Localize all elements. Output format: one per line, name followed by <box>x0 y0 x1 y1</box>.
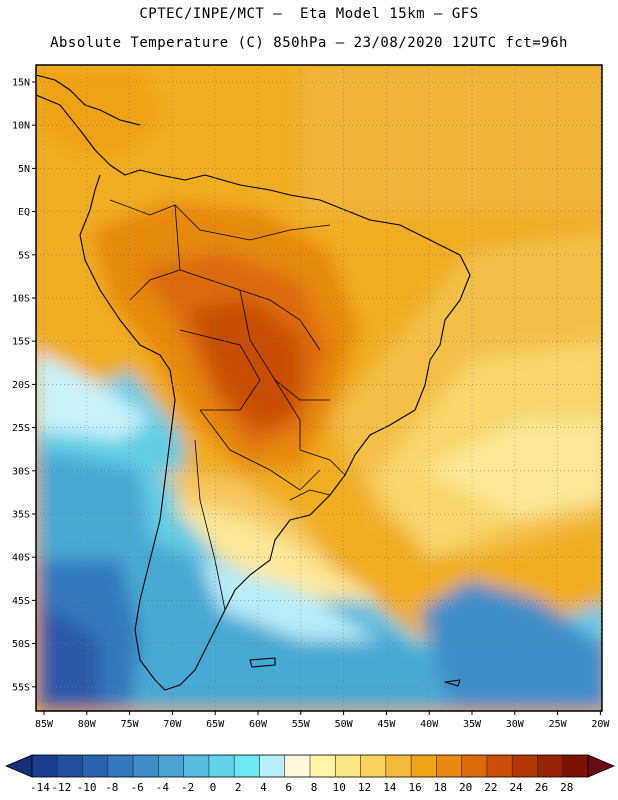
colorbar-swatch <box>208 755 235 777</box>
colorbar-label: 20 <box>459 781 472 794</box>
colorbar-swatch <box>486 755 513 777</box>
colorbar-label: 6 <box>285 781 292 794</box>
latitude-label: 40S <box>12 553 30 564</box>
colorbar: -14 -12 -10 -8 -6 -4 -2 0 2 4 6 8 10 12 14 16 18 20 22 24 26… <box>4 754 616 794</box>
longitude-label: 45W <box>377 719 396 730</box>
colorbar-label: 12 <box>358 781 371 794</box>
latitude-label: 5S <box>18 250 30 261</box>
colorbar-label: 24 <box>510 781 524 794</box>
latitude-label: 20S <box>12 380 30 391</box>
colorbar-low-arrow <box>4 754 33 778</box>
colorbar-label: 0 <box>210 781 217 794</box>
colorbar-label: 22 <box>484 781 497 794</box>
colorbar-label: -8 <box>105 781 118 794</box>
colorbar-swatch <box>335 755 361 777</box>
colorbar-swatch <box>411 755 437 777</box>
longitude-label: 55W <box>292 719 311 730</box>
colorbar-label: 14 <box>383 781 397 794</box>
colorbar-label: -12 <box>51 781 71 794</box>
longitude-label: 60W <box>249 719 268 730</box>
colorbar-label: 28 <box>560 781 573 794</box>
latitude-label: 30S <box>12 466 30 477</box>
colorbar-swatch <box>436 755 463 777</box>
colorbar-swatch <box>360 755 387 777</box>
colorbar-label: 16 <box>408 781 421 794</box>
country-borders <box>109 199 346 611</box>
latitude-label: 15N <box>12 78 30 89</box>
colorbar-label: -14 <box>30 781 50 794</box>
colorbar-swatch <box>310 755 336 777</box>
colorbar-swatch <box>512 755 538 777</box>
longitude-labels: 85W 80W 75W 70W 65W 60W 55W 50W 45W 40W 35W 30W 25W 2… <box>35 711 610 730</box>
colorbar-swatch <box>107 755 134 777</box>
colorbar-swatch <box>461 755 488 777</box>
colorbar-label: -4 <box>156 781 170 794</box>
latitude-label: EQ <box>18 207 30 218</box>
map-frame <box>35 64 603 712</box>
latitude-label: 15S <box>12 337 30 348</box>
latitude-label: 35S <box>12 510 30 521</box>
colorbar-swatch <box>183 755 210 777</box>
colorbar-label: 2 <box>235 781 242 794</box>
colorbar-label: 18 <box>434 781 447 794</box>
longitude-label: 40W <box>420 719 439 730</box>
map-title-line1: CPTEC/INPE/MCT – Eta Model 15km – GFS <box>139 6 479 22</box>
longitude-label: 35W <box>463 719 482 730</box>
longitude-label: 85W <box>35 719 54 730</box>
colorbar-swatch <box>32 755 58 777</box>
longitude-label: 25W <box>549 719 568 730</box>
colorbar-swatch <box>259 755 286 777</box>
colorbar-swatch <box>537 755 564 777</box>
colorbar-label: 26 <box>535 781 548 794</box>
colorbar-label: 4 <box>260 781 267 794</box>
latitude-label: 55S <box>12 682 30 693</box>
colorbar-swatch <box>158 755 185 777</box>
longitude-label: 80W <box>78 719 97 730</box>
longitude-label: 70W <box>163 719 182 730</box>
latitude-labels: 15N 10N 5N EQ 5S 10S 15S 20S 25S 30S 35S 40S 45S 50S 5… <box>12 78 36 693</box>
colorbar-swatch <box>562 755 589 777</box>
colorbar-swatch <box>82 755 109 777</box>
latitude-label: 45S <box>12 596 30 607</box>
longitude-label: 65W <box>206 719 225 730</box>
colorbar-swatch <box>133 755 159 777</box>
colorbar-swatch <box>57 755 83 777</box>
colorbar-label: 8 <box>311 781 318 794</box>
longitude-label: 30W <box>506 719 525 730</box>
colorbar-swatch <box>284 755 311 777</box>
latitude-label: 25S <box>12 423 30 434</box>
latitude-label: 5N <box>18 164 30 175</box>
colorbar-label: -2 <box>181 781 194 794</box>
colorbar-high-arrow <box>587 754 616 778</box>
colorbar-label: -6 <box>130 781 143 794</box>
colorbar-swatch <box>234 755 260 777</box>
longitude-label: 75W <box>121 719 140 730</box>
colorbar-swatch <box>385 755 412 777</box>
colorbar-label: -10 <box>77 781 97 794</box>
coastlines <box>36 74 471 691</box>
longitude-label: 20W <box>591 719 610 730</box>
latitude-label: 10S <box>12 294 30 305</box>
longitude-label: 50W <box>335 719 354 730</box>
colorbar-label: 10 <box>333 781 346 794</box>
map-title-line2: Absolute Temperature (C) 850hPa – 23/08/… <box>50 35 568 51</box>
latitude-label: 10N <box>12 121 30 132</box>
latitude-label: 50S <box>12 639 30 650</box>
